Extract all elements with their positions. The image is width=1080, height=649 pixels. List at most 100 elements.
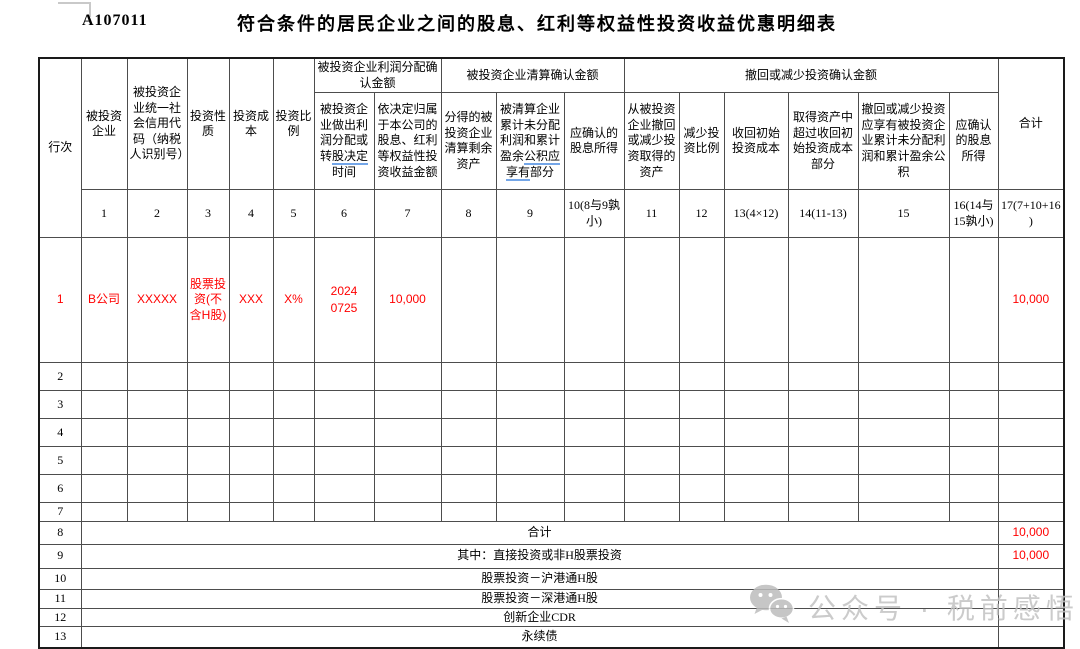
empty-cell — [623, 237, 680, 364]
empty-cell — [948, 237, 999, 364]
header-group-withdraw: 撤回或减少投资确认金额 — [623, 57, 999, 94]
row10-no: 10 — [38, 567, 82, 590]
header-recover-cost: 收回初始投资成本 — [723, 92, 789, 191]
empty-cell — [186, 362, 230, 392]
col-num-5: 5 — [272, 189, 315, 239]
summary-row-cdr: 12 创新企业CDR — [38, 607, 1065, 628]
col-num-14: 14(11-13) — [787, 189, 859, 239]
header-confirmed-dividend-16: 应确认的股息所得 — [948, 92, 999, 191]
row11-no: 11 — [38, 588, 82, 609]
empty-cell — [313, 446, 375, 476]
empty-cell — [440, 418, 497, 448]
row1-nature: 股票投资(不含H股) — [186, 237, 230, 364]
empty-cell — [857, 474, 950, 504]
header-invest-ratio: 投资比例 — [272, 57, 315, 191]
empty-cell — [723, 446, 789, 476]
empty-cell — [228, 390, 274, 420]
col-num-6: 6 — [313, 189, 375, 239]
empty-cell — [723, 237, 789, 364]
empty-cell — [228, 446, 274, 476]
empty-cell — [678, 474, 725, 504]
col-num-3: 3 — [186, 189, 230, 239]
row5-no: 5 — [38, 446, 82, 476]
form-table: 行次 被投资企业 被投资企业统一社会信用代码（纳税人识别号） 投资性质 投资成本… — [38, 57, 1066, 649]
header-invest-nature: 投资性质 — [186, 57, 230, 191]
empty-cell — [787, 474, 859, 504]
empty-cell — [678, 446, 725, 476]
empty-cell — [186, 474, 230, 504]
empty-cell — [787, 390, 859, 420]
empty-cell — [440, 362, 497, 392]
empty-cell — [495, 474, 565, 504]
form-title: 符合条件的居民企业之间的股息、红利等权益性投资收益优惠明细表 — [237, 14, 837, 34]
empty-cell — [563, 502, 625, 522]
row11-label: 股票投资－深港通H股 — [80, 588, 999, 609]
empty-cell — [997, 418, 1065, 448]
col-num-11: 11 — [623, 189, 680, 239]
row9-no: 9 — [38, 543, 82, 569]
row1-code: XXXXX — [126, 237, 188, 364]
row10-value — [997, 567, 1065, 590]
header-credit-code: 被投资企业统一社会信用代码（纳税人识别号） — [126, 57, 188, 191]
summary-row-hgt-h: 10 股票投资－沪港通H股 — [38, 567, 1065, 590]
empty-cell — [678, 418, 725, 448]
row1-total: 10,000 — [997, 237, 1065, 364]
empty-cell — [787, 502, 859, 522]
row12-no: 12 — [38, 607, 82, 628]
header-liquidated-underlined-1: 公积应 — [524, 148, 561, 165]
summary-row-direct: 9 其中：直接投资或非H股票投资 10,000 — [38, 543, 1065, 569]
empty-cell — [563, 474, 625, 504]
header-liquidation-assets: 分得的被投资企业清算剩余资产 — [440, 92, 497, 191]
col-num-12: 12 — [678, 189, 725, 239]
col-num-13: 13(4×12) — [723, 189, 789, 239]
data-row-1: 1 B公司 XXXXX 股票投资(不含H股) XXX X% 20240725 1… — [38, 237, 1065, 364]
header-decision-time: 被投资企业做出利润分配或转股决定时间 — [313, 92, 375, 191]
empty-cell — [623, 390, 680, 420]
empty-cell — [495, 237, 565, 364]
col-num-2: 2 — [126, 189, 188, 239]
col-num-4: 4 — [228, 189, 274, 239]
row1-no: 1 — [38, 237, 82, 364]
empty-cell — [948, 474, 999, 504]
empty-cell — [186, 502, 230, 522]
empty-cell — [186, 446, 230, 476]
empty-cell — [723, 418, 789, 448]
table-corner-artifact — [58, 2, 91, 17]
col-num-17: 17(7+10+16) — [997, 189, 1065, 239]
empty-cell — [787, 418, 859, 448]
row1-decision-time: 20240725 — [313, 237, 375, 364]
empty-cell — [440, 502, 497, 522]
empty-cell — [495, 502, 565, 522]
row8-value: 10,000 — [997, 520, 1065, 545]
empty-cell — [723, 390, 789, 420]
col-num-16: 16(14与15孰小) — [948, 189, 999, 239]
row10-label: 股票投资－沪港通H股 — [80, 567, 999, 590]
header-confirmed-dividend-10: 应确认的股息所得 — [563, 92, 625, 191]
row8-no: 8 — [38, 520, 82, 545]
row12-value — [997, 607, 1065, 628]
empty-cell — [440, 237, 497, 364]
empty-cell — [126, 418, 188, 448]
summary-row-total: 8 合计 10,000 — [38, 520, 1065, 545]
empty-cell — [563, 390, 625, 420]
header-group-row: 行次 被投资企业 被投资企业统一社会信用代码（纳税人识别号） 投资性质 投资成本… — [38, 57, 1065, 239]
empty-cell — [678, 502, 725, 522]
empty-cell — [80, 362, 128, 392]
header-total: 合计 — [997, 57, 1065, 191]
row1-dividend: 10,000 — [373, 237, 442, 364]
empty-cell — [678, 362, 725, 392]
empty-cell — [186, 390, 230, 420]
empty-cell — [623, 418, 680, 448]
row13-value — [997, 626, 1065, 649]
empty-cell — [272, 362, 315, 392]
row12-label: 创新企业CDR — [80, 607, 999, 628]
empty-cell — [126, 362, 188, 392]
empty-cell — [440, 474, 497, 504]
col-num-15: 15 — [857, 189, 950, 239]
empty-cell — [495, 446, 565, 476]
empty-cell — [857, 418, 950, 448]
empty-cell — [623, 362, 680, 392]
data-row-7: 7 — [38, 502, 1065, 522]
empty-cell — [948, 362, 999, 392]
